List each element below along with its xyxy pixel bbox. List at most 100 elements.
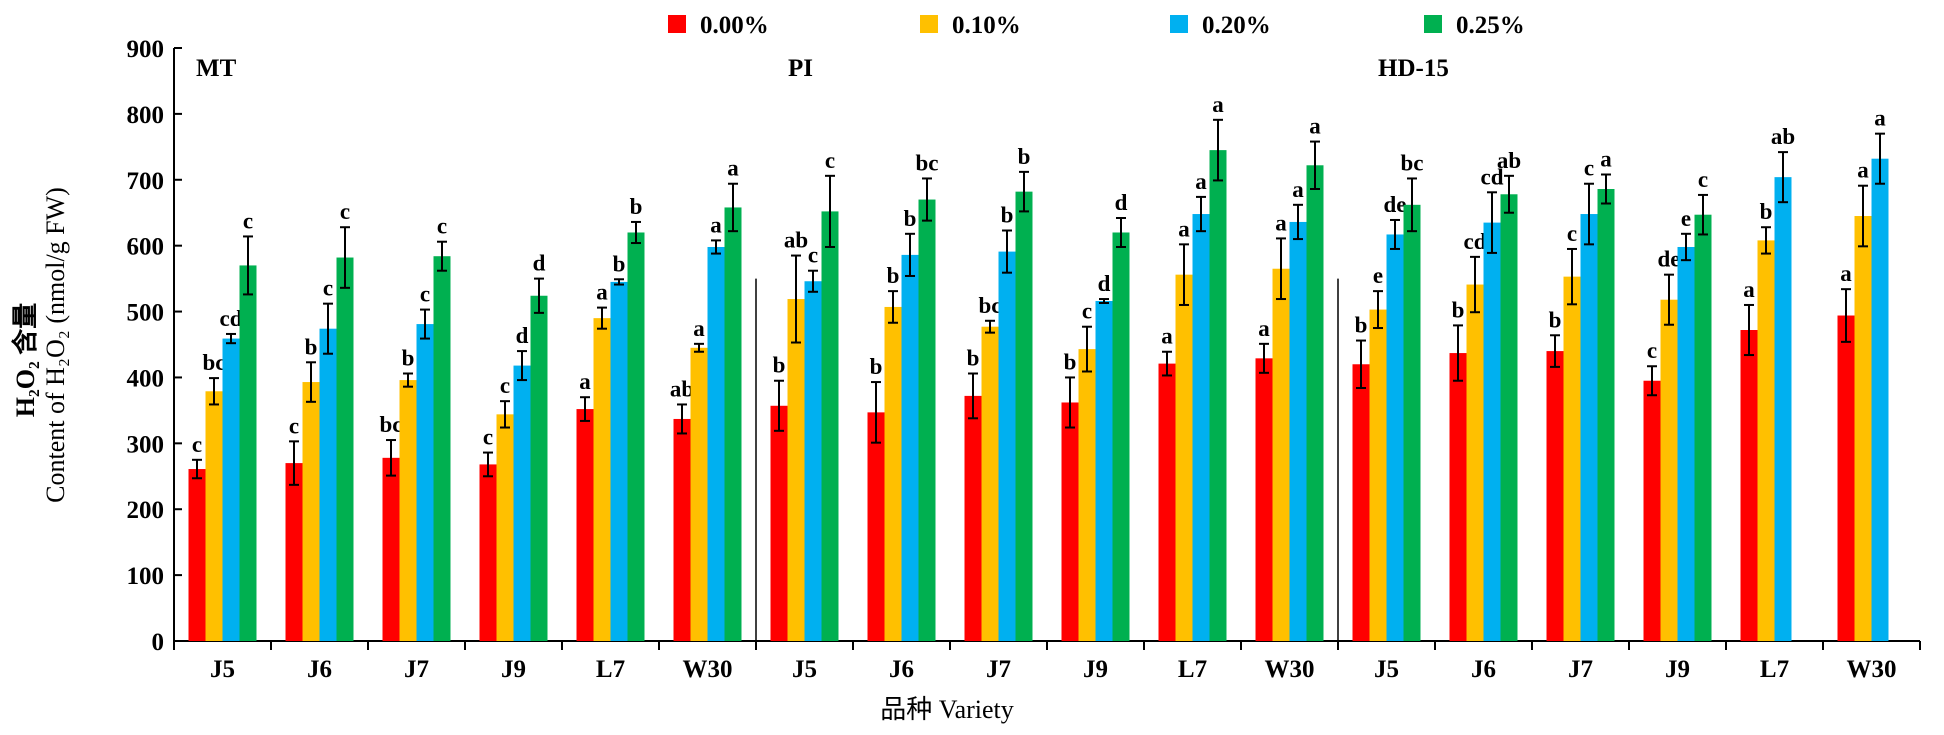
- x-tick-label: J9: [1083, 656, 1108, 683]
- x-tick-label: J7: [1568, 656, 1593, 683]
- bar-010-mt-j6: [302, 382, 320, 641]
- significance-letter: b: [1001, 203, 1014, 228]
- bar-000-mt-l7: [576, 409, 594, 641]
- bar-000-mt-j5: [188, 469, 206, 641]
- bar-025-hd-15-j7: [1597, 189, 1615, 641]
- significance-letter: a: [1258, 316, 1270, 341]
- x-tick-label: J5: [1374, 656, 1399, 683]
- significance-letter: b: [870, 354, 883, 379]
- significance-letter: a: [1275, 210, 1287, 235]
- significance-letter: a: [1292, 177, 1304, 202]
- significance-letter: c: [825, 148, 835, 173]
- significance-letter: b: [305, 334, 318, 359]
- bar-000-hd-15-j6: [1449, 353, 1467, 641]
- significance-letter: b: [613, 251, 626, 276]
- significance-letter: b: [1549, 307, 1562, 332]
- y-tick-label: 700: [127, 168, 165, 195]
- bar-025-pi-l7: [1209, 150, 1227, 641]
- bar-000-hd-15-l7: [1740, 330, 1758, 641]
- significance-letter: b: [904, 206, 917, 231]
- legend-swatch: [1170, 15, 1188, 33]
- bar-010-hd-15-w30: [1854, 216, 1872, 641]
- significance-letter: bc: [979, 293, 1002, 318]
- bar-010-hd-15-l7: [1757, 240, 1775, 641]
- x-tick-label: J6: [889, 656, 914, 683]
- bar-025-pi-j7: [1015, 191, 1033, 642]
- bars: cbccdccbccbcbccccddaabbabaaababccbbbbcbb…: [188, 92, 1889, 642]
- y-axis: 0 100 200 300 400 500 600 700 800 900: [127, 36, 182, 656]
- significance-letter: a: [693, 316, 705, 341]
- bar-025-hd-15-j6: [1500, 194, 1518, 642]
- significance-letter: b: [1760, 199, 1773, 224]
- legend-label: 0.00%: [700, 12, 769, 39]
- bar-020-hd-15-j7: [1580, 214, 1598, 642]
- x-axis-title: 品种 Variety: [880, 695, 1014, 724]
- significance-letter: c: [243, 208, 253, 233]
- significance-letter: a: [1178, 216, 1190, 241]
- significance-letter: c: [1082, 299, 1092, 324]
- significance-letter: c: [483, 425, 493, 450]
- bar-000-pi-l7: [1158, 363, 1176, 641]
- y-axis-title-chinese: H₂O₂ 含量: [10, 303, 40, 418]
- bar-010-pi-j6: [884, 306, 902, 641]
- bar-020-pi-j6: [901, 254, 919, 641]
- bar-020-pi-j7: [998, 251, 1016, 641]
- significance-letter: d: [516, 323, 529, 348]
- bar-020-hd-15-j5: [1386, 234, 1404, 641]
- panel-label: MT: [196, 55, 237, 82]
- significance-letter: cd: [1464, 229, 1487, 254]
- bar-025-mt-j9: [530, 295, 548, 641]
- panel-label: PI: [788, 55, 813, 82]
- significance-letter: a: [1161, 324, 1173, 349]
- significance-letter: bc: [1401, 150, 1424, 175]
- bar-010-pi-w30: [1272, 268, 1290, 641]
- significance-letter: bc: [203, 350, 226, 375]
- x-tick-label: J7: [404, 656, 429, 683]
- y-tick-label: 500: [127, 300, 165, 327]
- bar-020-mt-j7: [416, 324, 434, 641]
- bar-010-mt-j7: [399, 380, 417, 641]
- legend: 0.00% 0.10% 0.20% 0.25%: [668, 12, 1525, 39]
- significance-letter: c: [808, 243, 818, 268]
- bar-020-hd-15-j6: [1483, 222, 1501, 641]
- bar-020-pi-w30: [1289, 221, 1307, 642]
- legend-swatch: [1424, 15, 1442, 33]
- significance-letter: a: [1600, 147, 1612, 172]
- bar-000-pi-j9: [1061, 402, 1079, 641]
- significance-letter: b: [1355, 313, 1368, 338]
- bar-020-mt-j5: [222, 338, 240, 641]
- bar-020-hd-15-j9: [1677, 246, 1695, 642]
- legend-swatch: [668, 15, 686, 33]
- bar-025-pi-j5: [821, 211, 839, 641]
- x-tick-label: J5: [210, 656, 235, 683]
- bar-025-pi-j9: [1112, 232, 1130, 641]
- significance-letter: a: [710, 212, 722, 237]
- significance-letter: c: [420, 282, 430, 307]
- bar-020-hd-15-l7: [1774, 177, 1792, 642]
- legend-label: 0.25%: [1456, 12, 1525, 39]
- bar-025-mt-l7: [627, 232, 645, 641]
- x-tick-label: J9: [501, 656, 526, 683]
- bar-000-pi-w30: [1255, 358, 1273, 641]
- bar-020-mt-j6: [319, 328, 337, 641]
- bar-000-pi-j7: [964, 395, 982, 641]
- significance-letter: c: [437, 214, 447, 239]
- significance-letter: ab: [670, 376, 694, 401]
- legend-label: 0.10%: [952, 12, 1021, 39]
- significance-letter: c: [1584, 156, 1594, 181]
- bar-025-mt-j7: [433, 256, 451, 641]
- significance-letter: b: [1064, 349, 1077, 374]
- x-tick-label: J6: [307, 656, 332, 683]
- legend-swatch: [920, 15, 938, 33]
- significance-letter: c: [323, 276, 333, 301]
- significance-letter: de: [1384, 192, 1407, 217]
- significance-letter: b: [402, 345, 415, 370]
- bar-000-pi-j6: [867, 412, 885, 641]
- bar-010-pi-j9: [1078, 349, 1096, 641]
- bar-000-hd-15-j9: [1643, 380, 1661, 641]
- significance-letter: a: [1195, 169, 1207, 194]
- bar-010-hd-15-j5: [1369, 309, 1387, 641]
- y-axis-title: Content of H₂O₂ (nmol/g FW): [41, 187, 70, 503]
- bar-010-hd-15-j9: [1660, 299, 1678, 641]
